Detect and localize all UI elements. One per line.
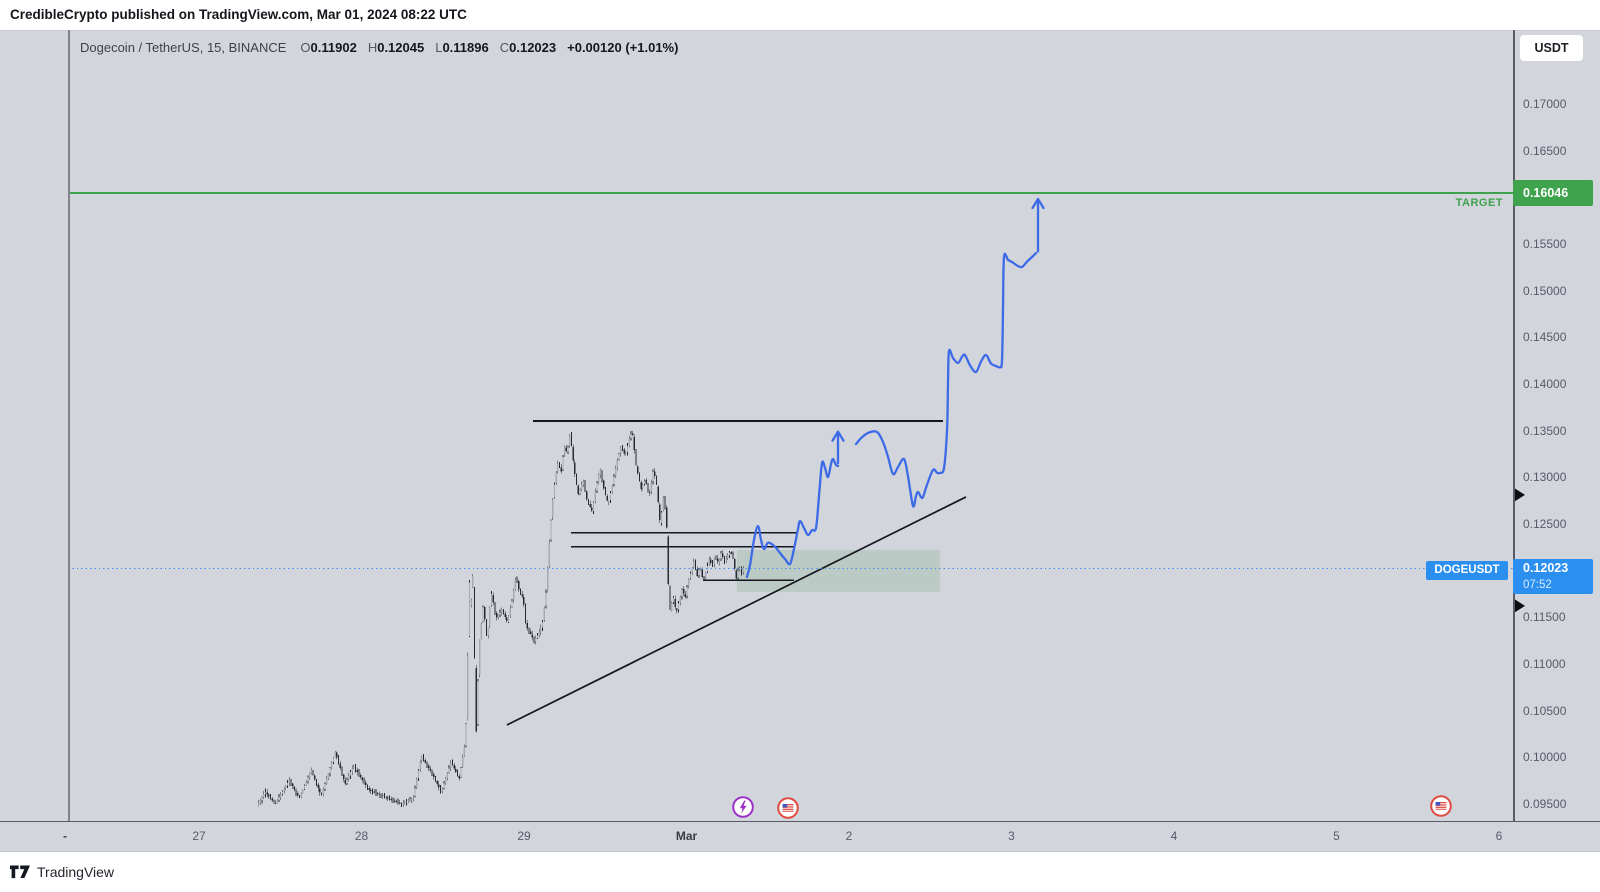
us-flag-event-icon[interactable]	[1430, 795, 1452, 817]
date-tick-label: 3	[1008, 829, 1015, 843]
time-axis[interactable]: - 27 28 29 Mar 2 3 4 5 6	[0, 822, 1600, 851]
price-tick-label: 0.10000	[1523, 750, 1567, 765]
price-axis-border	[1513, 30, 1515, 852]
lightning-event-icon[interactable]	[732, 796, 754, 818]
current-price-axis-label: 0.12023 07:52	[1513, 559, 1593, 594]
price-tick-label: 0.12500	[1523, 517, 1567, 531]
date-tick-label: Mar	[675, 829, 698, 843]
pane-left-border	[68, 30, 70, 822]
date-tick-label: 4	[1170, 829, 1178, 843]
ohlc-value: 0.11896	[442, 40, 489, 55]
price-tick-label: 0.09500	[1523, 797, 1567, 811]
price-tick-label: 0.11500	[1523, 610, 1566, 625]
published-bar: CredibleCrypto published on TradingView.…	[0, 0, 1600, 30]
tradingview-brand-text: TradingView	[37, 864, 115, 880]
currency-toggle-button[interactable]: USDT	[1520, 35, 1583, 61]
price-tick-label: 0.16500	[1523, 143, 1567, 158]
price-tick-label: 0.17000	[1523, 97, 1567, 111]
footer: TradingView	[0, 852, 1600, 892]
date-tick-label: 27	[192, 829, 206, 843]
target-price-axis-label: 0.16046	[1513, 180, 1593, 206]
date-tick-label: 28	[354, 829, 369, 843]
footer-divider	[0, 851, 1600, 852]
ohlc-field-o: O0.11902	[300, 40, 356, 55]
price-tick-label: 0.14500	[1523, 330, 1567, 345]
ohlc-letter: C	[499, 40, 510, 55]
date-tick-label: 2	[845, 829, 853, 843]
ohlc-value: 0.12023	[509, 40, 557, 55]
ohlc-letter: O	[300, 40, 311, 55]
date-tick-label: 29	[517, 829, 531, 843]
chart-pane[interactable]	[0, 30, 1600, 823]
ohlc-value: 0.12045	[377, 40, 425, 55]
ohlc-header: Dogecoin / TetherUS, 15, BINANCE O0.11902…	[80, 40, 678, 56]
ohlc-letter: H	[367, 40, 378, 55]
us-flag-event-icon[interactable]	[777, 797, 799, 819]
ohlc-value: 0.11902	[310, 40, 357, 55]
ohlc-letter: L	[435, 40, 443, 55]
price-tick-label: 0.10500	[1523, 703, 1567, 718]
price-tick-label: 0.11000	[1523, 657, 1566, 671]
published-text: CredibleCrypto published on TradingView.…	[10, 7, 467, 22]
price-line-symbol-tag: DOGEUSDT	[1426, 561, 1508, 580]
tradingview-brand-link[interactable]: TradingView	[10, 862, 114, 882]
price-tick-label: 0.14000	[1523, 377, 1567, 391]
price-tick-label: 0.15000	[1523, 283, 1567, 298]
price-tick-label: 0.13000	[1523, 470, 1567, 485]
price-change: +0.00120 (+1.01%)	[567, 40, 679, 55]
price-tick-label: 0.13500	[1523, 423, 1567, 438]
date-tick-label: 5	[1333, 829, 1340, 843]
ohlc-field-h: H0.12045	[368, 40, 424, 55]
symbol-title: Dogecoin / TetherUS, 15, BINANCE	[80, 40, 287, 55]
tradingview-logo-icon	[10, 865, 30, 879]
current-price-value: 0.12023	[1523, 561, 1569, 575]
ohlc-field-l: L0.11896	[435, 40, 489, 55]
time-axis-dash: -	[63, 829, 67, 843]
target-drawing-label: TARGET	[1455, 197, 1503, 209]
bar-countdown: 07:52	[1523, 579, 1552, 591]
ohlc-field-c: C0.12023	[500, 40, 556, 55]
time-axis-border	[0, 821, 1600, 823]
date-tick-label: 6	[1495, 829, 1503, 843]
price-tick-label: 0.15500	[1523, 237, 1567, 251]
